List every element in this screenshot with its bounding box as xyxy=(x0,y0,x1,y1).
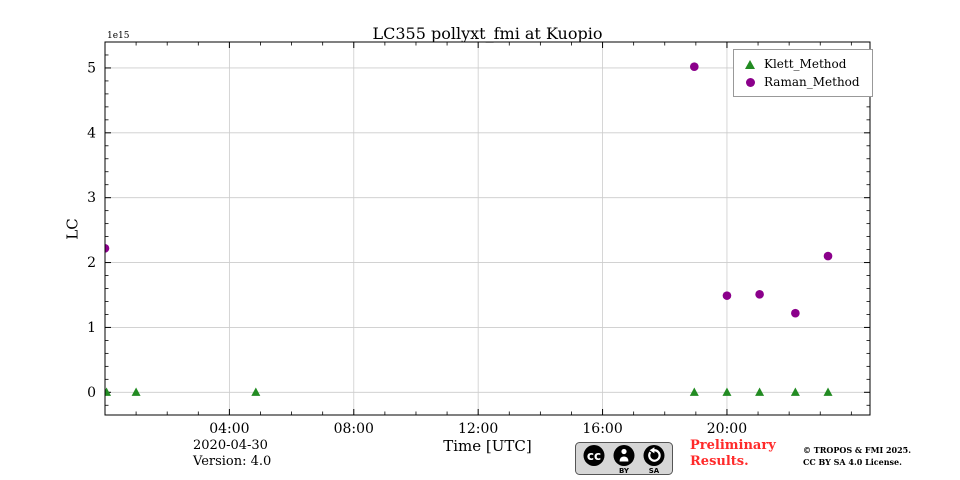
preliminary-line1: Preliminary xyxy=(690,438,776,453)
svg-text:2: 2 xyxy=(87,255,96,271)
badge-by-label: BY xyxy=(619,467,630,475)
version-label: Version: 4.0 xyxy=(193,454,272,470)
svg-text:16:00: 16:00 xyxy=(582,421,622,434)
svg-text:20:00: 20:00 xyxy=(707,421,747,434)
legend-item-raman: Raman_Method xyxy=(742,73,860,91)
copyright-line1: © TROPOS & FMI 2025. xyxy=(803,445,912,455)
svg-text:04:00: 04:00 xyxy=(209,421,249,434)
person-body xyxy=(619,456,629,462)
svg-text:4: 4 xyxy=(87,125,96,141)
attribution-person-icon xyxy=(613,445,635,466)
cc-icon-glyph: cc xyxy=(587,449,601,463)
data-points xyxy=(105,62,833,396)
svg-text:5: 5 xyxy=(87,60,96,76)
tick-labels: 04:00 08:00 12:00 16:00 20:00 0 1 2 3 4 5 xyxy=(87,60,747,434)
cc-by-sa-license-badge: cc BY SA xyxy=(575,442,673,475)
svg-text:12:00: 12:00 xyxy=(458,421,498,434)
chart-title: LC355 pollyxt_fmi at Kuopio xyxy=(372,24,603,43)
legend-marker-cell xyxy=(742,77,758,87)
svg-text:1: 1 xyxy=(87,320,96,336)
legend-label-klett: Klett_Method xyxy=(764,57,847,71)
cc-icon xyxy=(583,445,605,466)
person-head xyxy=(621,448,627,455)
share-alike-icon xyxy=(643,445,665,466)
legend-marker-cell xyxy=(742,59,758,69)
triangle-marker-icon xyxy=(745,59,755,69)
axis-ticks xyxy=(104,41,870,415)
date-label: 2020-04-30 xyxy=(193,438,268,453)
preliminary-note: Preliminary Results. xyxy=(690,438,776,469)
circle-marker-icon xyxy=(745,77,755,87)
preliminary-line2: Results. xyxy=(690,453,749,469)
legend-label-raman: Raman_Method xyxy=(764,75,860,89)
scatter-plot: 04:00 08:00 12:00 16:00 20:00 0 1 2 3 4 5 xyxy=(87,41,871,434)
legend: Klett_Method Raman_Method xyxy=(733,49,873,97)
copyright-line2: CC BY SA 4.0 License. xyxy=(803,456,902,467)
svg-text:08:00: 08:00 xyxy=(334,421,374,434)
date-version-block: 2020-04-30 Version: 4.0 xyxy=(193,438,271,471)
share-alike-arrow-arc xyxy=(648,449,661,462)
legend-item-klett: Klett_Method xyxy=(742,55,860,73)
copyright-note: © TROPOS & FMI 2025. CC BY SA 4.0 Licens… xyxy=(803,445,911,468)
plot-border xyxy=(104,41,871,416)
x-axis-label: Time [UTC] xyxy=(443,437,532,455)
gridlines xyxy=(105,42,870,415)
svg-text:3: 3 xyxy=(87,190,96,206)
share-alike-arrowhead xyxy=(649,447,655,454)
badge-sa-label: SA xyxy=(649,467,660,475)
y-axis-offset-label: 1e15 xyxy=(107,31,130,41)
svg-text:0: 0 xyxy=(87,385,96,401)
